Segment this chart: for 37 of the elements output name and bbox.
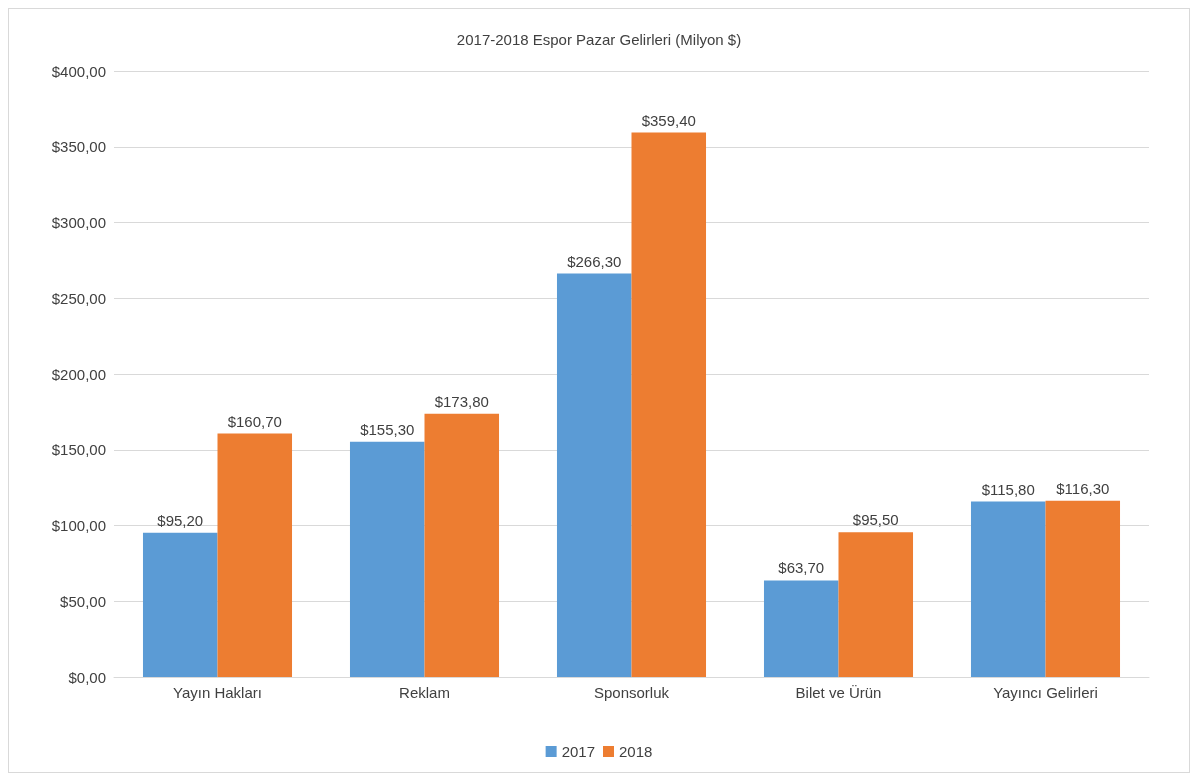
x-tick-label: Reklam <box>399 684 450 701</box>
data-label: $155,30 <box>360 420 415 438</box>
bar <box>142 532 218 677</box>
bar <box>217 433 293 677</box>
bar <box>349 441 425 677</box>
y-tick-label: $150,00 <box>51 441 106 459</box>
bar <box>556 273 632 677</box>
bar <box>1045 500 1121 677</box>
data-label: $160,70 <box>227 412 282 430</box>
legend-label: 2017 <box>561 743 596 760</box>
x-tick-label: Yayın Hakları <box>173 684 262 701</box>
bar <box>763 580 839 677</box>
y-tick-label: $350,00 <box>51 138 106 156</box>
data-label: $63,70 <box>778 559 825 577</box>
y-tick-label: $0,00 <box>68 668 106 686</box>
x-tick-label: Sponsorluk <box>593 684 670 701</box>
x-tick-label: Yayıncı Gelirleri <box>993 684 1098 701</box>
data-label: $359,40 <box>641 111 696 129</box>
y-tick-label: $300,00 <box>51 214 106 231</box>
data-label: $173,80 <box>434 392 489 410</box>
bar <box>631 132 707 677</box>
y-tick-label: $250,00 <box>51 289 106 307</box>
data-label: $95,20 <box>157 511 204 529</box>
bar <box>838 532 914 677</box>
data-label: $116,30 <box>1056 479 1110 497</box>
y-tick-label: $400,00 <box>51 62 106 80</box>
y-tick-label: $200,00 <box>51 365 106 383</box>
data-label: $266,30 <box>567 252 622 270</box>
x-tick-label: Bilet ve Ürün <box>795 684 882 701</box>
bar <box>424 413 500 677</box>
y-tick-label: $50,00 <box>60 592 106 610</box>
data-label: $95,50 <box>852 511 899 529</box>
y-tick-label: $100,00 <box>51 517 106 534</box>
legend-label: 2018 <box>619 743 653 760</box>
bar <box>970 501 1046 677</box>
chart-title: 2017-2018 Espor Pazar Gelirleri (Milyon $) <box>456 31 742 48</box>
data-label: $115,80 <box>981 480 1035 498</box>
